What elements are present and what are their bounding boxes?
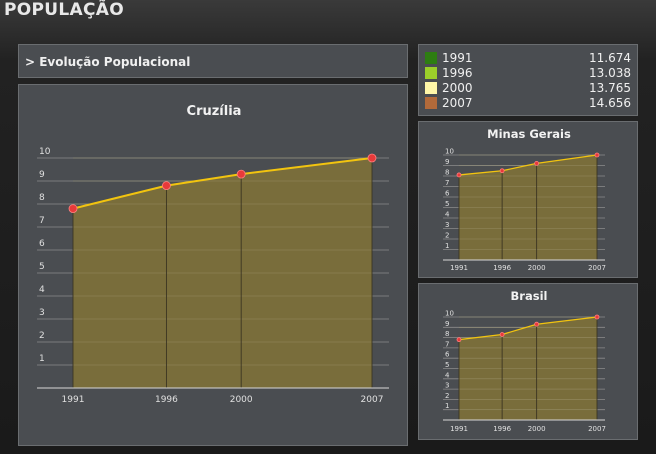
x-tick-label: 1996 bbox=[493, 264, 511, 272]
legend-value: 11.674 bbox=[589, 51, 631, 65]
legend-item: 1991 11.674 bbox=[425, 51, 631, 66]
data-point bbox=[236, 169, 246, 179]
data-point bbox=[534, 161, 540, 166]
y-tick-label: 5 bbox=[445, 361, 449, 369]
y-tick-label: 3 bbox=[39, 308, 45, 318]
legend-value: 13.038 bbox=[589, 66, 631, 80]
chart-title: Minas Gerais bbox=[487, 127, 571, 141]
series-line bbox=[72, 157, 373, 210]
main-chart-panel: Cruzília 1 2 3 4 5 6 7 8 9 10 1991 1996 2000 2007 bbox=[18, 84, 408, 446]
data-point bbox=[162, 181, 171, 190]
x-tick-label: 2007 bbox=[588, 425, 606, 433]
x-tick-label: 2000 bbox=[528, 264, 546, 272]
section-header[interactable]: > Evolução Populacional bbox=[18, 44, 408, 78]
x-tick-label: 2000 bbox=[230, 395, 253, 405]
data-point bbox=[594, 314, 600, 320]
y-tick-label: 2 bbox=[445, 392, 449, 400]
series-line bbox=[458, 154, 598, 176]
chart-minas-gerais: Minas Gerais 1 2 3 4 5 6 7 8 9 10 1991 1996 2000 2007 bbox=[443, 127, 606, 272]
x-tick-label: 1996 bbox=[155, 395, 178, 405]
x-tick-label: 1991 bbox=[62, 395, 85, 405]
y-tick-label: 2 bbox=[39, 331, 45, 341]
y-tick-label: 6 bbox=[445, 190, 450, 198]
y-tick-label: 8 bbox=[39, 193, 45, 203]
minas-gerais-chart-panel: Minas Gerais 1 2 3 4 5 6 7 8 9 10 1991 1996 2000 2007 bbox=[418, 121, 638, 278]
chart-brasil: Brasil 1 2 3 4 5 6 7 8 9 10 1991 1996 2000 2007 bbox=[443, 289, 606, 433]
data-point bbox=[534, 321, 540, 327]
y-tick-label: 9 bbox=[39, 170, 45, 180]
data-point bbox=[499, 332, 505, 337]
y-tick-label: 10 bbox=[445, 310, 454, 318]
y-tick-label: 3 bbox=[445, 382, 449, 390]
data-point bbox=[367, 153, 377, 163]
legend-year: 1996 bbox=[442, 66, 473, 80]
y-tick-label: 7 bbox=[445, 340, 449, 348]
data-point bbox=[68, 204, 78, 213]
data-point bbox=[456, 337, 462, 343]
y-tick-label: 8 bbox=[445, 169, 449, 177]
legend-value: 13.765 bbox=[589, 81, 631, 95]
chart-title: Cruzília bbox=[187, 104, 242, 119]
y-tick-label: 1 bbox=[39, 354, 45, 364]
legend-year: 2000 bbox=[442, 81, 473, 95]
brasil-chart-panel: Brasil 1 2 3 4 5 6 7 8 9 10 1991 1996 2000 2007 bbox=[418, 283, 638, 440]
x-tick-label: 1991 bbox=[450, 264, 468, 272]
section-header-label: > Evolução Populacional bbox=[25, 55, 191, 69]
x-tick-label: 2007 bbox=[588, 264, 606, 272]
y-tick-label: 10 bbox=[445, 148, 454, 156]
y-tick-label: 3 bbox=[445, 221, 449, 229]
legend-item: 2007 14.656 bbox=[425, 96, 631, 111]
legend-year: 2007 bbox=[442, 96, 473, 110]
x-tick-label: 1991 bbox=[450, 425, 468, 433]
y-tick-label: 7 bbox=[445, 179, 449, 187]
x-tick-label: 2000 bbox=[528, 425, 546, 433]
y-tick-label: 5 bbox=[445, 200, 449, 208]
legend-value: 14.656 bbox=[589, 96, 631, 110]
page-title: POPULAÇÃO bbox=[4, 0, 124, 20]
legend-item: 2000 13.765 bbox=[425, 81, 631, 96]
legend-swatch bbox=[425, 67, 437, 79]
chart-cruzilia: Cruzília 1 2 3 4 5 6 7 8 9 10 1991 1996 2000 2007 bbox=[37, 104, 389, 405]
y-tick-label: 1 bbox=[445, 242, 449, 250]
y-tick-label: 1 bbox=[445, 402, 449, 410]
legend-panel: 1991 11.674 1996 13.038 2000 13.765 2007… bbox=[418, 44, 638, 116]
data-point bbox=[594, 152, 600, 158]
y-tick-label: 5 bbox=[39, 262, 45, 272]
y-tick-label: 4 bbox=[39, 285, 45, 295]
legend-swatch bbox=[425, 97, 437, 109]
y-tick-label: 4 bbox=[445, 211, 450, 219]
y-tick-label: 8 bbox=[445, 330, 449, 338]
y-tick-label: 6 bbox=[445, 351, 450, 359]
y-tick-label: 6 bbox=[39, 239, 45, 249]
x-tick-label: 2007 bbox=[361, 395, 384, 405]
data-point bbox=[456, 172, 462, 178]
x-tick-label: 1996 bbox=[493, 425, 511, 433]
y-tick-label: 9 bbox=[445, 320, 449, 328]
y-tick-label: 10 bbox=[39, 147, 51, 157]
legend-swatch bbox=[425, 52, 437, 64]
y-tick-label: 4 bbox=[445, 371, 450, 379]
chart-title: Brasil bbox=[511, 289, 548, 303]
legend-swatch bbox=[425, 82, 437, 94]
legend-year: 1991 bbox=[442, 51, 473, 65]
y-tick-label: 2 bbox=[445, 232, 449, 240]
data-point bbox=[499, 168, 505, 174]
legend-item: 1996 13.038 bbox=[425, 66, 631, 81]
y-tick-label: 9 bbox=[445, 158, 449, 166]
y-tick-label: 7 bbox=[39, 216, 45, 226]
series-line bbox=[458, 316, 598, 341]
